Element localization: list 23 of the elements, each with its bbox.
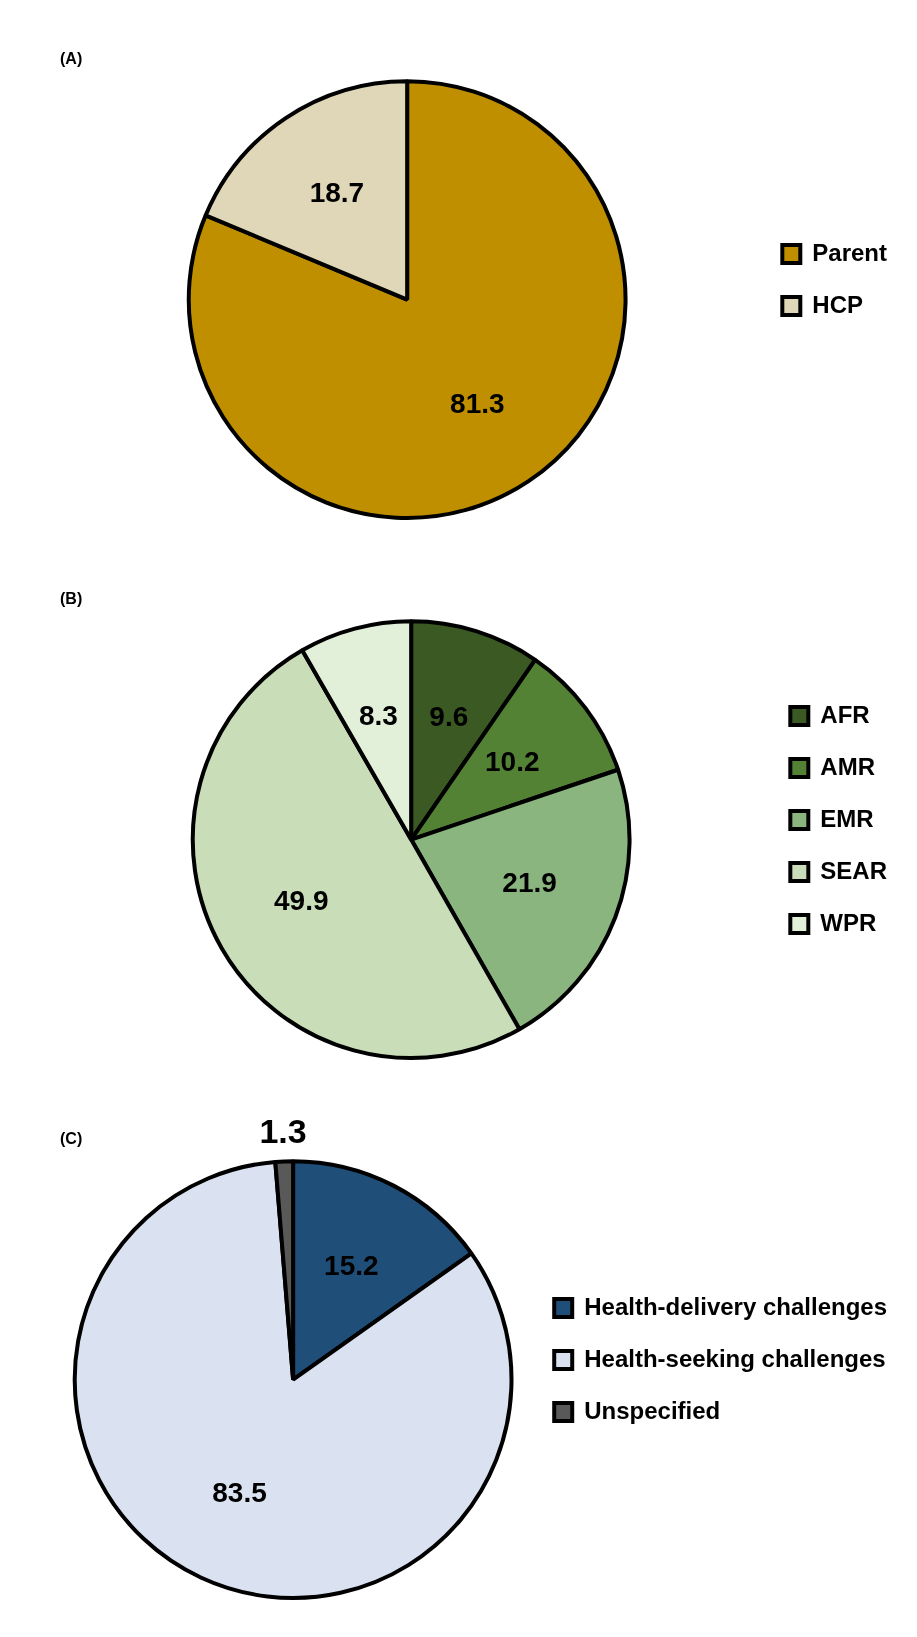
data-label: 15.2 (324, 1249, 379, 1281)
data-label: 1.3 (259, 1111, 307, 1150)
chart-title: (A) (60, 50, 83, 68)
legend-label: AMR (820, 752, 875, 780)
legend-label: SEAR (820, 856, 888, 884)
legend-label: WPR (820, 908, 877, 936)
data-label: 21.9 (502, 867, 557, 899)
data-label: 8.3 (359, 699, 398, 731)
data-label: 49.9 (274, 885, 329, 917)
data-label: 18.7 (309, 176, 365, 208)
chart-title: (B) (60, 590, 83, 608)
legend-label: HCP (812, 290, 863, 318)
data-label: 81.3 (450, 387, 505, 419)
text: (C) (60, 1130, 83, 1148)
legend-label: Health-delivery challenges (584, 1292, 888, 1320)
data-label: 9.6 (429, 701, 469, 733)
legend-label: AFR (820, 700, 870, 728)
legend-label: Health-seeking challenges (584, 1344, 886, 1372)
legend-label: Unspecified (584, 1396, 721, 1424)
legend-label: EMR (820, 804, 874, 832)
data-label: 83.5 (212, 1477, 267, 1509)
legend-label: Parent (812, 238, 888, 266)
data-label: 10.2 (485, 746, 540, 778)
